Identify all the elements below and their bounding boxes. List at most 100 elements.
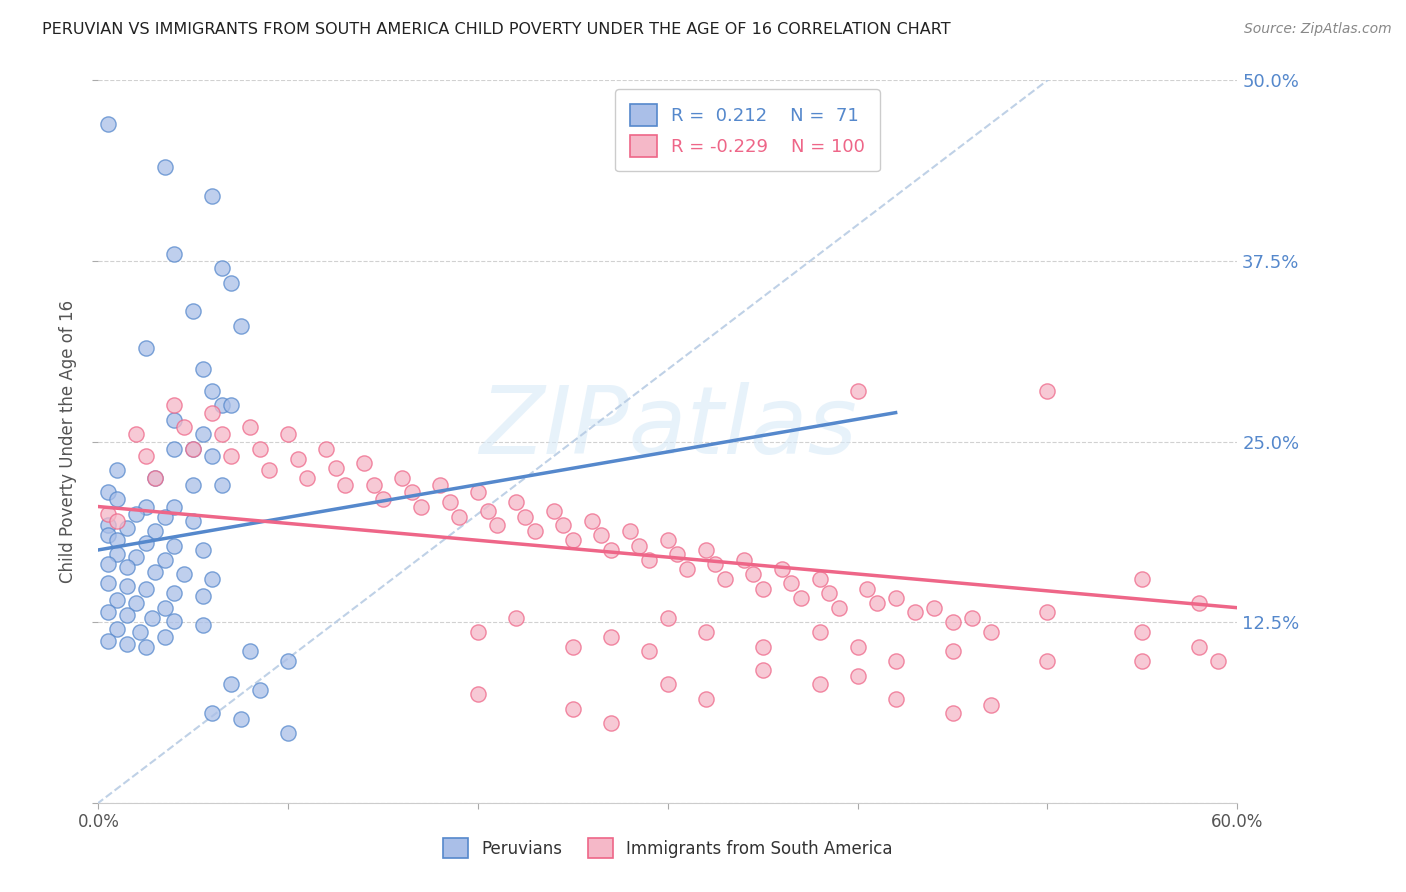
Point xyxy=(866,596,889,610)
Point xyxy=(922,600,945,615)
Point xyxy=(115,607,138,622)
Point xyxy=(315,442,337,456)
Point xyxy=(125,507,148,521)
Point xyxy=(135,500,157,514)
Point xyxy=(808,625,831,640)
Point xyxy=(884,591,907,605)
Point xyxy=(391,470,413,484)
Point xyxy=(524,524,547,538)
Point xyxy=(856,582,879,596)
Point xyxy=(676,562,699,576)
Point xyxy=(884,691,907,706)
Point xyxy=(600,630,623,644)
Point xyxy=(657,611,679,625)
Point xyxy=(107,463,129,477)
Point xyxy=(818,586,841,600)
Point xyxy=(145,565,167,579)
Point xyxy=(141,611,163,625)
Point xyxy=(666,547,689,561)
Point xyxy=(325,460,347,475)
Point xyxy=(191,427,214,442)
Point xyxy=(780,576,803,591)
Point xyxy=(249,442,271,456)
Point xyxy=(371,492,394,507)
Point xyxy=(752,582,775,596)
Point xyxy=(115,521,138,535)
Point xyxy=(904,605,927,619)
Point xyxy=(742,567,765,582)
Point xyxy=(1036,654,1059,668)
Point xyxy=(979,625,1001,640)
Point xyxy=(553,518,575,533)
Point xyxy=(183,442,205,456)
Point xyxy=(239,420,262,434)
Point xyxy=(439,495,461,509)
Point xyxy=(249,683,271,698)
Point xyxy=(135,449,157,463)
Point xyxy=(770,562,793,576)
Point xyxy=(277,654,299,668)
Point xyxy=(173,420,195,434)
Point xyxy=(201,449,224,463)
Point xyxy=(163,398,186,412)
Point xyxy=(107,623,129,637)
Point xyxy=(505,611,527,625)
Point xyxy=(1036,605,1059,619)
Point xyxy=(191,589,214,603)
Point xyxy=(97,528,120,542)
Point xyxy=(183,304,205,318)
Point xyxy=(107,533,129,547)
Point xyxy=(714,572,737,586)
Point xyxy=(97,485,120,500)
Point xyxy=(191,542,214,557)
Point xyxy=(846,668,869,682)
Point xyxy=(201,572,224,586)
Point xyxy=(353,456,375,470)
Point xyxy=(277,726,299,740)
Point xyxy=(884,654,907,668)
Point xyxy=(183,514,205,528)
Point xyxy=(145,470,167,484)
Point xyxy=(1036,384,1059,398)
Point xyxy=(201,406,224,420)
Text: PERUVIAN VS IMMIGRANTS FROM SOUTH AMERICA CHILD POVERTY UNDER THE AGE OF 16 CORR: PERUVIAN VS IMMIGRANTS FROM SOUTH AMERIC… xyxy=(42,22,950,37)
Point xyxy=(163,500,186,514)
Point xyxy=(581,514,603,528)
Point xyxy=(125,550,148,565)
Point xyxy=(211,261,233,276)
Point xyxy=(449,509,471,524)
Point xyxy=(163,442,186,456)
Point xyxy=(733,553,755,567)
Point xyxy=(153,600,176,615)
Point xyxy=(562,533,585,547)
Point xyxy=(107,593,129,607)
Point xyxy=(125,596,148,610)
Point xyxy=(979,698,1001,712)
Point xyxy=(562,640,585,654)
Point xyxy=(145,470,167,484)
Point xyxy=(229,318,252,333)
Point xyxy=(1132,572,1154,586)
Point xyxy=(201,384,224,398)
Point xyxy=(600,716,623,731)
Point xyxy=(277,427,299,442)
Point xyxy=(211,398,233,412)
Point xyxy=(363,478,385,492)
Point xyxy=(429,478,451,492)
Point xyxy=(828,600,851,615)
Point xyxy=(107,514,129,528)
Point xyxy=(221,276,243,290)
Point xyxy=(191,362,214,376)
Point xyxy=(97,518,120,533)
Point xyxy=(628,539,651,553)
Point xyxy=(145,524,167,538)
Point xyxy=(287,451,309,466)
Point xyxy=(657,677,679,691)
Point xyxy=(638,644,661,658)
Point xyxy=(808,677,831,691)
Point xyxy=(846,640,869,654)
Point xyxy=(600,542,623,557)
Point xyxy=(97,576,120,591)
Point xyxy=(107,547,129,561)
Point xyxy=(808,572,831,586)
